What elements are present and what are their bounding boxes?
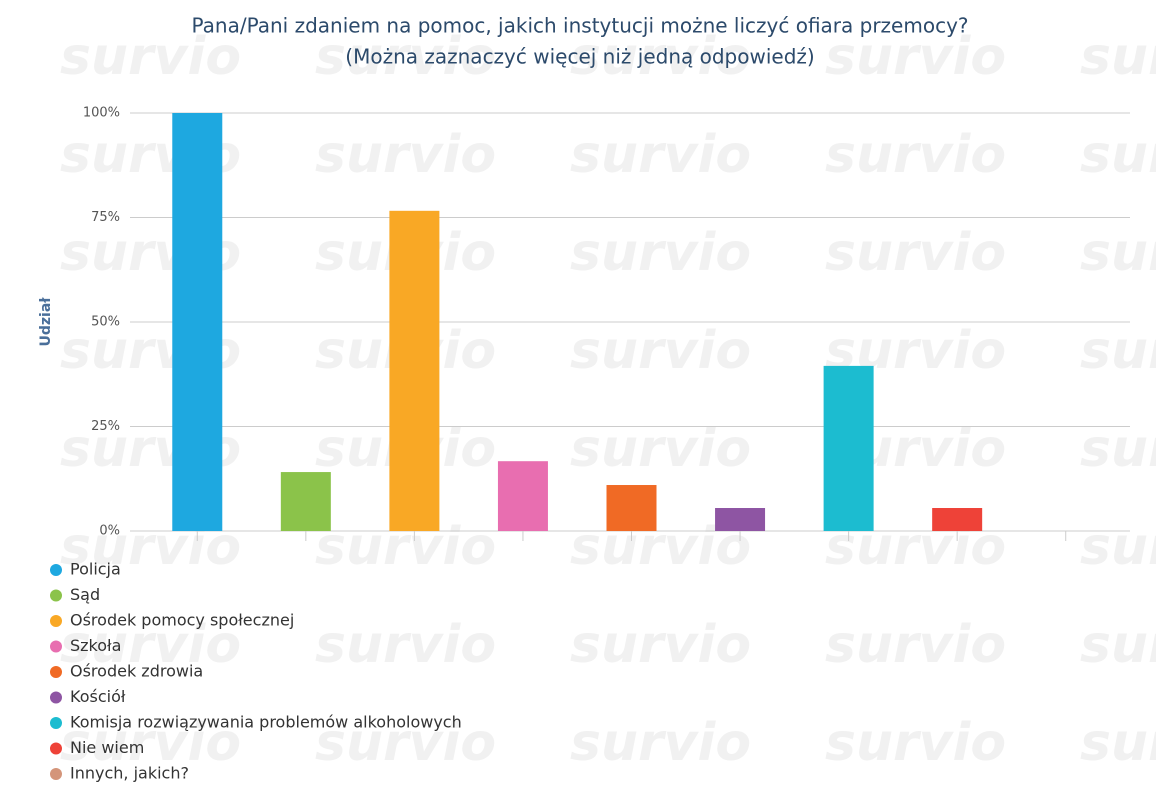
watermark: survio bbox=[1080, 223, 1156, 283]
watermark: survio bbox=[570, 713, 751, 773]
y-tick-label: 25% bbox=[91, 419, 120, 434]
legend-label: Sąd bbox=[70, 585, 100, 604]
watermark: survio bbox=[1080, 321, 1156, 381]
watermark: survio bbox=[825, 713, 1006, 773]
bar bbox=[280, 472, 331, 531]
bar bbox=[823, 365, 874, 531]
y-axis-label: Udział bbox=[38, 297, 54, 347]
watermark-layer: survio survio survio survio survio survio surv… bbox=[60, 27, 1156, 773]
y-tick-label: 75% bbox=[91, 210, 120, 225]
legend-swatch bbox=[50, 615, 62, 627]
watermark: survio bbox=[825, 223, 1006, 283]
watermark: survio bbox=[315, 27, 496, 87]
legend-label: Kościół bbox=[70, 687, 126, 706]
watermark: survio bbox=[570, 125, 751, 185]
watermark: survio bbox=[60, 27, 241, 87]
watermark: survio bbox=[570, 27, 751, 87]
watermark: survio bbox=[1080, 713, 1156, 773]
legend-label: Policja bbox=[70, 560, 121, 579]
legend-swatch bbox=[50, 742, 62, 755]
legend-label: Ośrodek pomocy społecznej bbox=[70, 611, 294, 630]
watermark: survio bbox=[570, 223, 751, 283]
legend-swatch bbox=[50, 717, 62, 729]
watermark: survio bbox=[1080, 419, 1156, 479]
watermark: survio bbox=[570, 419, 751, 479]
watermark: survio bbox=[1080, 125, 1156, 185]
bar bbox=[497, 461, 548, 531]
legend-label: Ośrodek zdrowia bbox=[70, 662, 203, 681]
legend-swatch bbox=[50, 691, 62, 704]
y-tick-label: 50% bbox=[91, 315, 120, 330]
watermark: survio bbox=[315, 615, 496, 675]
bar bbox=[932, 508, 983, 531]
watermark: survio bbox=[825, 27, 1006, 87]
bar bbox=[389, 210, 440, 531]
legend-label: Innych, jakich? bbox=[70, 764, 189, 783]
watermark: survio bbox=[825, 125, 1006, 185]
legend-swatch bbox=[50, 640, 62, 653]
watermark: survio bbox=[315, 125, 496, 185]
y-tick-label: 100% bbox=[83, 106, 120, 121]
bar bbox=[606, 485, 657, 531]
chart-title: Pana/Pani zdaniem na pomoc, jakich insty… bbox=[191, 14, 968, 38]
bar bbox=[172, 113, 223, 531]
watermark: survio bbox=[1080, 517, 1156, 577]
legend-label: Komisja rozwiązywania problemów alkoholo… bbox=[70, 713, 462, 732]
bar bbox=[715, 508, 766, 531]
legend-swatch bbox=[50, 768, 62, 780]
legend-swatch bbox=[50, 589, 62, 602]
watermark: survio bbox=[570, 615, 751, 675]
watermark: survio bbox=[570, 321, 751, 381]
watermark: survio bbox=[60, 615, 241, 675]
watermark: survio bbox=[60, 713, 241, 773]
watermark: survio bbox=[1080, 27, 1156, 87]
watermark: survio bbox=[825, 615, 1006, 675]
watermark: survio bbox=[315, 713, 496, 773]
chart-subtitle: (Można zaznaczyć więcej niż jedną odpowi… bbox=[345, 45, 814, 69]
legend-swatch bbox=[50, 564, 62, 576]
legend-label: Nie wiem bbox=[70, 738, 144, 757]
legend-swatch bbox=[50, 666, 62, 678]
legend-label: Szkoła bbox=[70, 636, 121, 655]
y-tick-label: 0% bbox=[99, 524, 120, 539]
watermark: survio bbox=[1080, 615, 1156, 675]
